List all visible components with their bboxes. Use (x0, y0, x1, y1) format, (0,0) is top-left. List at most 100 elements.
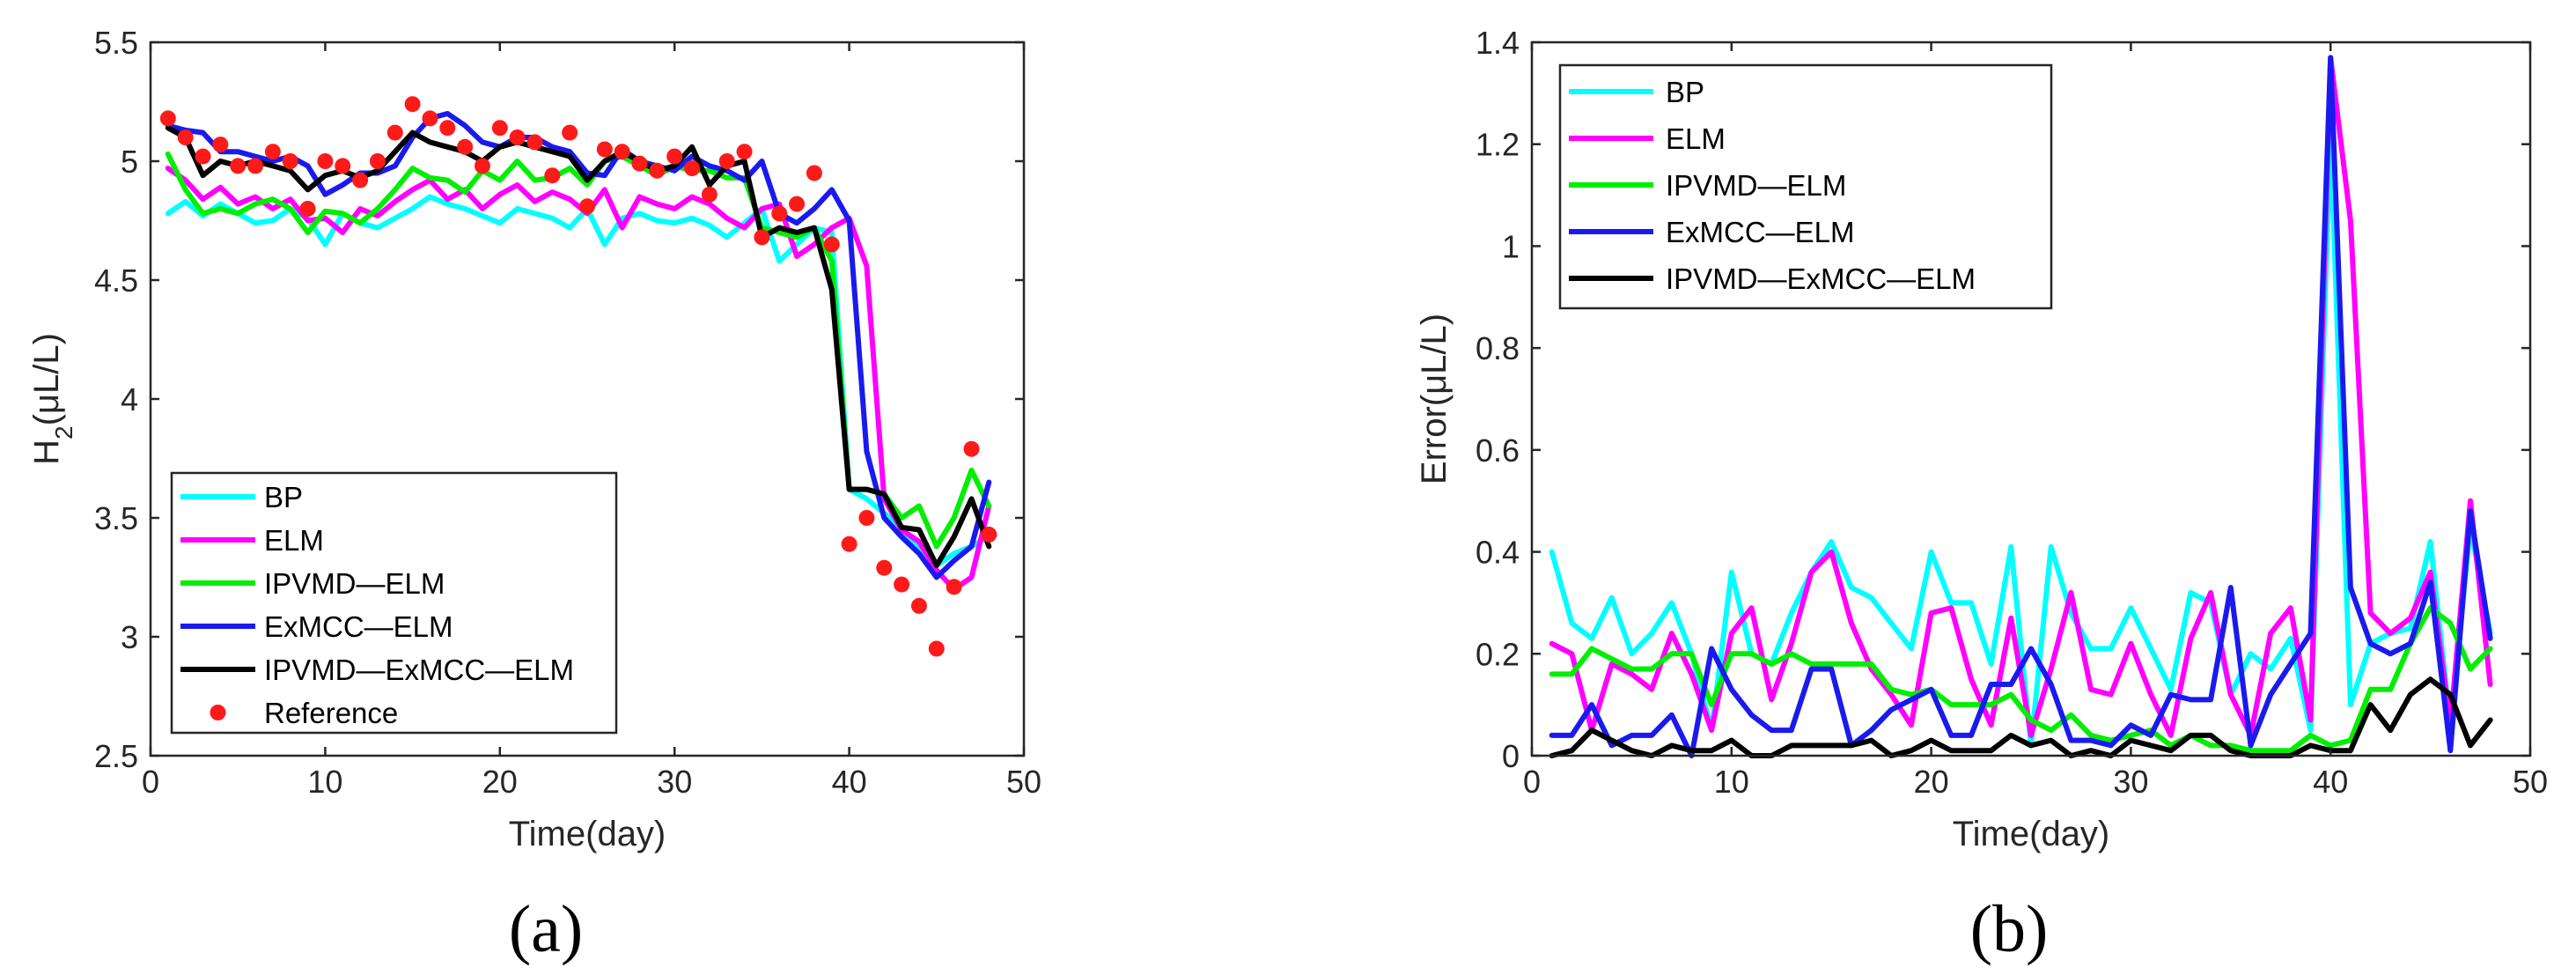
chart-b: 0 10 20 30 40 50 0 0.2 0.4 0.6 0.8 1 1.2 1.4 Time(day… (1415, 25, 2548, 966)
chart-a-reference-point (159, 110, 176, 127)
chart-a-reference-point (579, 198, 595, 215)
chart-a-legend-label: ExMCC—ELM (264, 610, 453, 643)
chart-a-reference-point (386, 124, 403, 141)
chart-a-reference-point (789, 196, 806, 212)
chart-a-reference-point (754, 229, 770, 246)
chart-a-reference-point (474, 158, 490, 174)
chart-a-xtick-label: 0 (142, 764, 159, 800)
chart-a-reference-point (404, 96, 421, 113)
chart-a-reference-point (422, 110, 438, 127)
chart-b-ytick-label: 0.2 (1476, 636, 1520, 672)
chart-a-reference-point (247, 158, 264, 174)
chart-a-reference-point (946, 579, 962, 595)
chart-b-series-ipvmd-exmcc-elm (1549, 676, 2493, 758)
chart-b-series-ipvmd-elm (1549, 605, 2493, 754)
chart-a-reference-point (963, 440, 980, 457)
chart-a-panel-label: (a) (509, 892, 583, 966)
chart-b-xtick-label: 50 (2513, 764, 2548, 800)
chart-a-reference-point (457, 138, 474, 155)
chart-a-reference-point (649, 162, 666, 179)
chart-b-legend-entries: BP ELM IPVMD—ELM ExMCC—ELM IPVMD—ExMCC—ELM (1569, 76, 1976, 295)
chart-b-legend-label: BP (1666, 76, 1704, 108)
chart-a-ylabel: H2(μL/L) (27, 333, 77, 465)
chart-a-reference-point (544, 167, 561, 184)
chart-a-reference-point (439, 120, 456, 137)
chart-a-series-ipvmd-exmcc-elm (165, 125, 992, 568)
chart-a-reference-point (928, 640, 945, 657)
chart-b-ytick-label: 0.4 (1476, 535, 1520, 571)
chart-a-legend: BP ELM IPVMD—ELM ExMCC—ELM IPVMD—ExMCC—ELM Re… (170, 471, 618, 735)
chart-a-reference-point (631, 155, 648, 172)
chart-b-panel-label: (b) (1970, 892, 2049, 966)
chart-a-reference-point (491, 120, 508, 137)
chart-a-reference-point (981, 526, 997, 543)
chart-a-reference-point (509, 129, 526, 145)
chart-a-legend-entries: BP ELM IPVMD—ELM ExMCC—ELM IPVMD—ExMCC—ELM Re… (180, 481, 574, 729)
chart-a-reference-point (282, 153, 298, 169)
chart-a-ytick-label: 4.5 (94, 262, 138, 299)
chart-b-ylabel: Error(μL/L) (1415, 314, 1454, 484)
chart-a-reference-point (823, 236, 840, 253)
chart-a-legend-swatch (210, 705, 226, 720)
chart-a-reference-point (562, 124, 578, 141)
chart-b-xtick-label: 10 (1714, 764, 1749, 800)
chart-a: 0 10 20 30 40 50 2.5 3 3.5 4 4.5 5 5.5 Time(day) H2(… (27, 25, 1041, 966)
chart-a-ytick-label: 4 (121, 381, 138, 417)
chart-a-reference-point (264, 144, 281, 160)
chart-a-xtick-label: 30 (657, 764, 692, 800)
chart-a-ytick-label: 2.5 (94, 738, 138, 774)
chart-a-ytick-label: 5 (121, 144, 138, 180)
chart-a-reference-point (894, 576, 910, 593)
chart-b-legend-label: ELM (1666, 122, 1726, 155)
chart-a-reference-point (369, 153, 386, 169)
chart-b-xlabel: Time(day) (1953, 815, 2110, 853)
chart-a-xtick-label: 40 (832, 764, 867, 800)
chart-a-legend-label: BP (264, 481, 303, 513)
chart-b-ytick-label: 1.2 (1476, 127, 1520, 163)
chart-a-reference-point (858, 510, 875, 526)
chart-a-reference-point (666, 148, 683, 165)
chart-a-reference-point (718, 153, 735, 169)
chart-a-reference-point (335, 158, 351, 174)
chart-a-tick-labels: 0 10 20 30 40 50 2.5 3 3.5 4 4.5 5 5.5 (94, 25, 1041, 800)
chart-b-legend-label: IPVMD—ELM (1666, 169, 1846, 202)
chart-a-legend-label: IPVMD—ExMCC—ELM (264, 654, 574, 686)
chart-a-reference-point (876, 559, 893, 576)
chart-a-xtick-label: 10 (307, 764, 342, 800)
chart-a-legend-label: IPVMD—ELM (264, 567, 445, 600)
chart-a-legend-box (170, 471, 618, 735)
chart-b-series-exmcc-elm (1549, 55, 2493, 758)
chart-a-reference-point (910, 597, 927, 614)
chart-a-reference-point (195, 148, 211, 165)
chart-a-xlabel: Time(day) (509, 815, 666, 853)
chart-a-xtick-label: 20 (482, 764, 518, 800)
chart-b-xtick-label: 40 (2313, 764, 2348, 800)
chart-a-reference-point (352, 172, 369, 188)
chart-a-reference-point (771, 205, 788, 222)
chart-a-reference-point (596, 141, 613, 158)
chart-b-tick-labels: 0 10 20 30 40 50 0 0.2 0.4 0.6 0.8 1 1.2 1.4 (1476, 25, 2548, 800)
chart-a-xtick-label: 50 (1006, 764, 1041, 800)
chart-a-reference-point (736, 144, 753, 160)
chart-a-reference-point (614, 144, 630, 160)
chart-a-reference-point (299, 201, 316, 217)
chart-b-legend: BP ELM IPVMD—ELM ExMCC—ELM IPVMD—ExMCC—ELM (1558, 63, 2053, 310)
chart-b-legend-box (1558, 63, 2053, 310)
chart-a-reference-point (684, 160, 701, 177)
chart-b-ytick-label: 1.4 (1476, 25, 1520, 61)
chart-a-legend-label: ELM (264, 524, 324, 557)
chart-a-ytick-label: 3.5 (94, 500, 138, 536)
chart-b-legend-label: IPVMD—ExMCC—ELM (1666, 262, 1976, 295)
chart-b-xtick-label: 0 (1523, 764, 1541, 800)
chart-a-reference-point (806, 165, 822, 181)
chart-b-xtick-label: 30 (2113, 764, 2148, 800)
chart-b-axes-box (1530, 41, 2532, 757)
chart-a-reference-point (317, 153, 334, 169)
chart-a-reference-point (841, 536, 857, 552)
chart-a-ytick-label: 5.5 (94, 25, 138, 61)
chart-b-ytick-label: 0.8 (1476, 330, 1520, 366)
chart-a-reference-point (701, 186, 718, 203)
chart-a-reference-point (212, 137, 229, 153)
chart-a-reference-point (177, 129, 194, 145)
